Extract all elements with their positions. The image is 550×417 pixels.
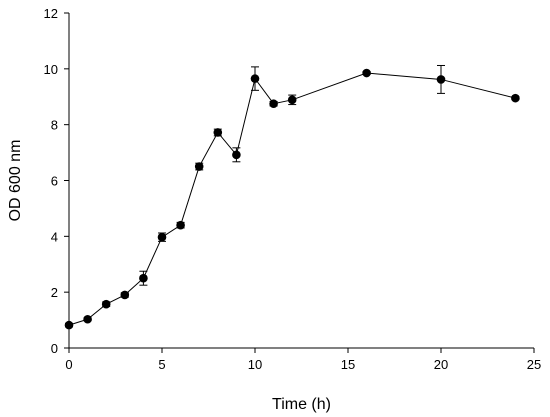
data-point (511, 93, 520, 103)
data-point (250, 74, 260, 83)
x-tick-label: 25 (527, 357, 541, 372)
x-ticks: 0 5 10 15 20 25 (65, 348, 541, 372)
data-point (436, 75, 446, 84)
x-axis-title: Time (h) (272, 396, 331, 413)
y-tick-label: 12 (44, 6, 58, 21)
y-tick-label: 4 (51, 229, 58, 244)
data-point (194, 162, 204, 171)
y-axis-title: OD 600 nm (7, 140, 24, 222)
y-tick-label: 8 (51, 118, 58, 133)
x-tick-label: 20 (434, 357, 448, 372)
data-point (362, 68, 371, 78)
data-point (64, 320, 74, 330)
data-point (269, 99, 278, 109)
x-tick-label: 5 (158, 357, 165, 372)
data-point (139, 273, 148, 283)
data-point (287, 95, 297, 105)
data-point (101, 299, 111, 309)
y-tick-label: 2 (51, 285, 58, 300)
y-tick-label: 0 (51, 341, 58, 356)
y-ticks: 0 2 4 6 8 10 12 (44, 6, 69, 356)
y-tick-label: 10 (44, 62, 58, 77)
x-tick-label: 15 (341, 357, 355, 372)
data-point (213, 128, 223, 137)
axes (68, 13, 534, 349)
data-point (232, 150, 241, 160)
data-point (83, 314, 92, 324)
series-line (68, 72, 516, 326)
data-point (120, 290, 130, 300)
data-point (176, 220, 185, 230)
data-point (157, 232, 167, 242)
x-tick-label: 10 (248, 357, 262, 372)
x-tick-label: 0 (65, 357, 72, 372)
series-layer (64, 64, 520, 330)
y-tick-label: 6 (51, 174, 58, 189)
